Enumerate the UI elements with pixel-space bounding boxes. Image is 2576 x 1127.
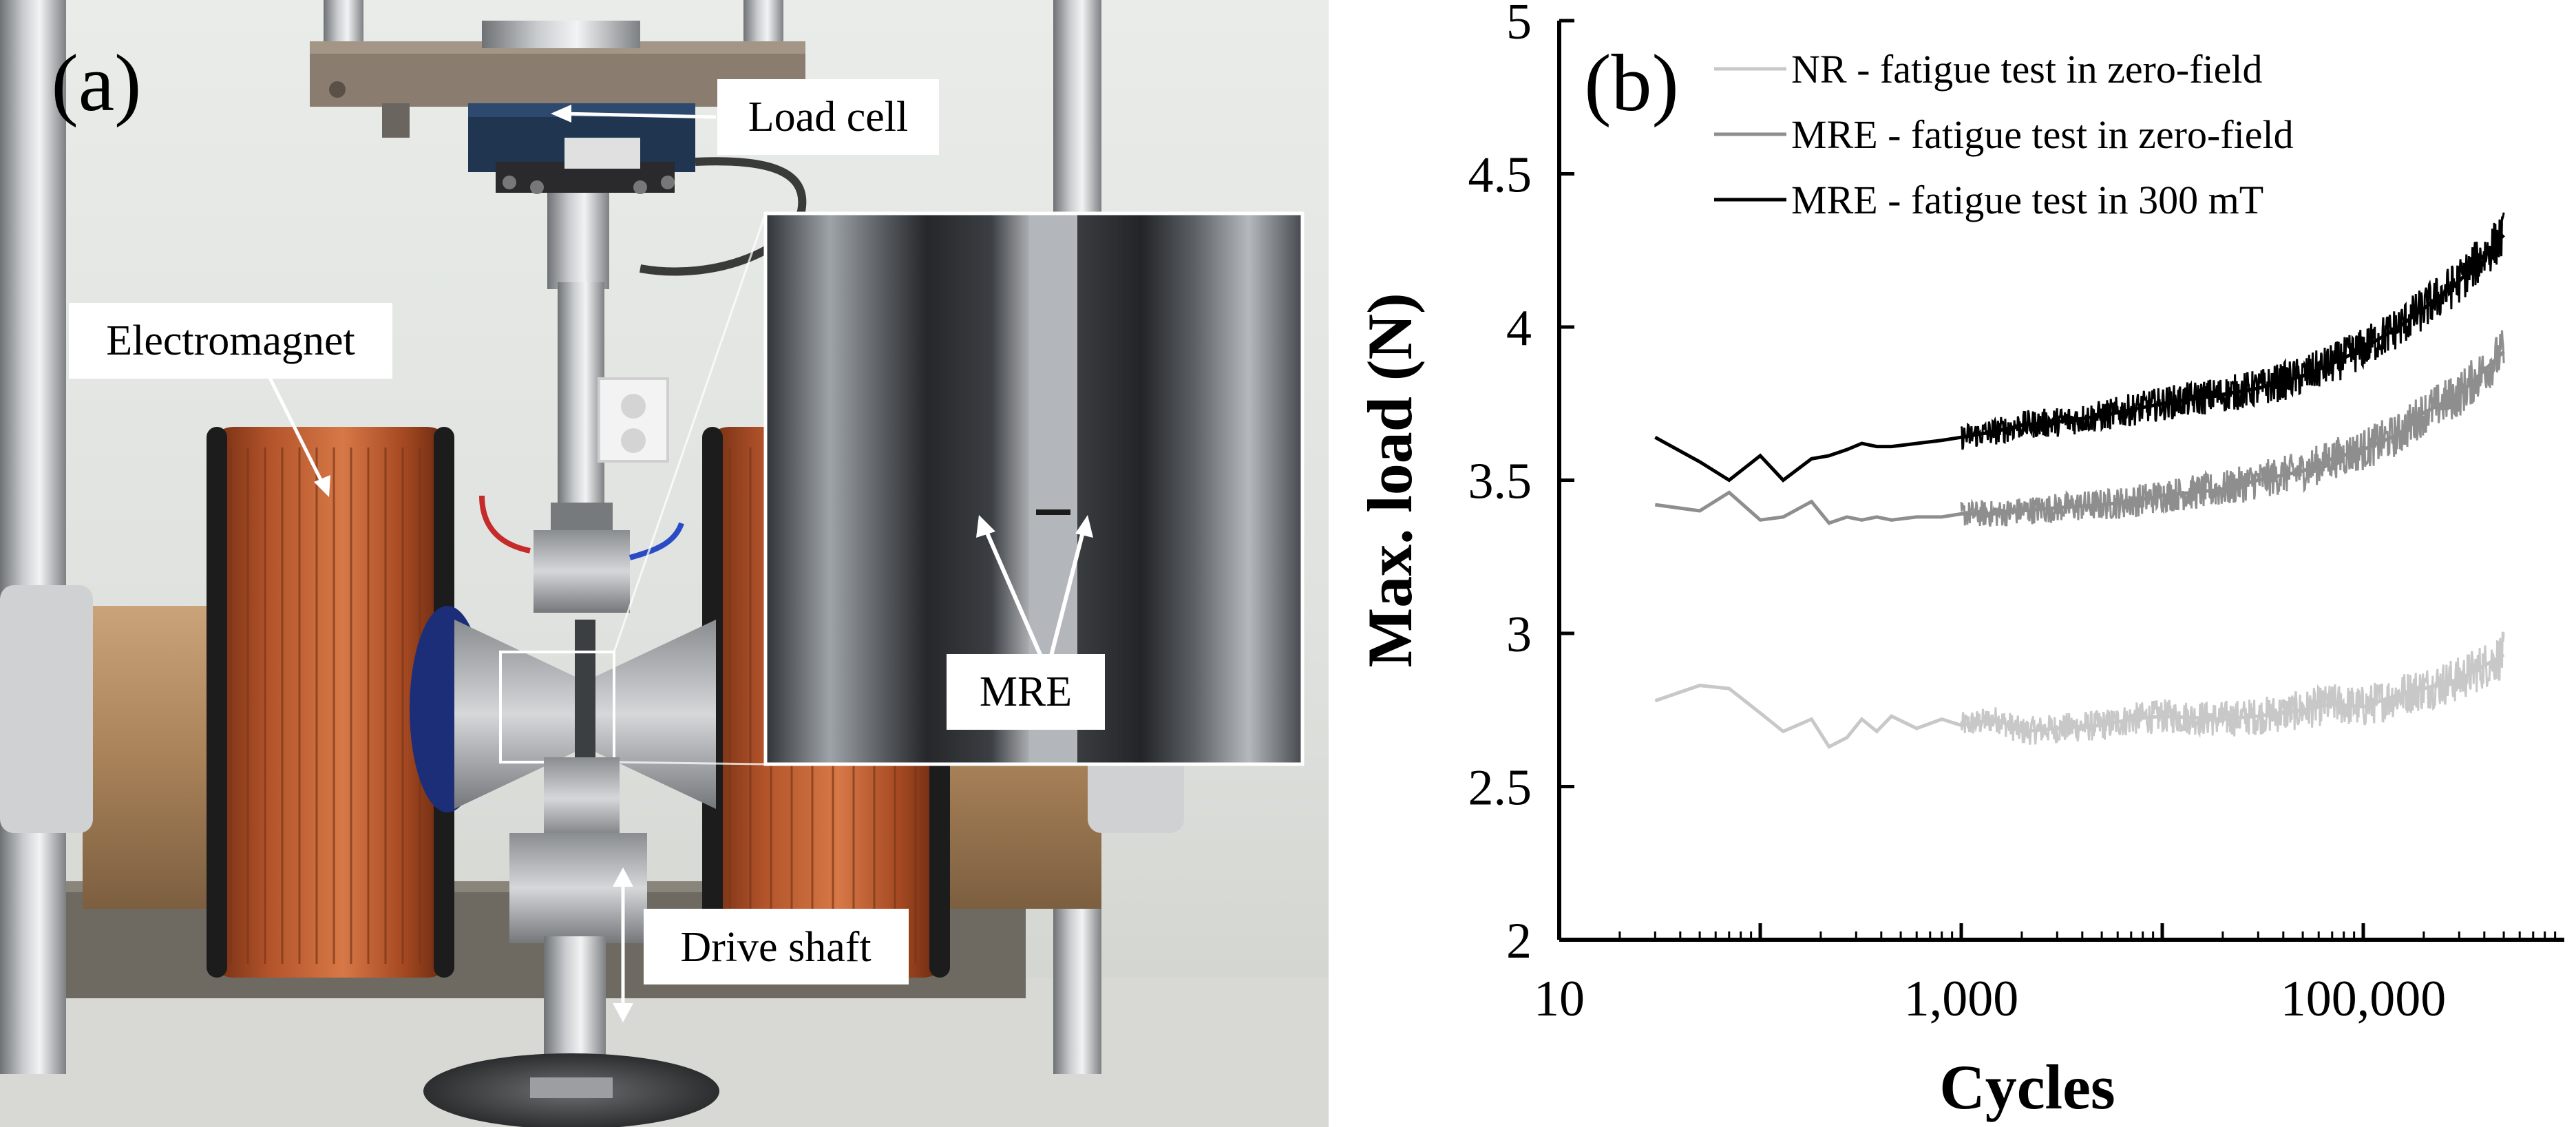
- y-tick-label: 3: [1506, 607, 1532, 663]
- y-tick-label: 2.5: [1468, 760, 1532, 817]
- y-tick-label: 2: [1506, 913, 1532, 969]
- x-tick-label: 10: [1534, 971, 1585, 1027]
- photo-panel: Load cell Electromagnet MRE Drive shaft …: [0, 0, 1329, 1127]
- x-axis-title: Cycles: [1939, 1052, 2115, 1122]
- x-tick-label: 1,000: [1904, 971, 2019, 1027]
- plot-area: [1654, 212, 2505, 749]
- y-axis-title: Max. load (N): [1355, 293, 1425, 667]
- series-noise-2: [1960, 330, 2505, 527]
- panel-a-label: (a): [52, 38, 142, 128]
- callout-drive-shaft: Drive shaft: [680, 924, 871, 971]
- callout-mre: MRE: [980, 668, 1072, 715]
- series-3: [1654, 212, 2505, 483]
- legend-label-3: MRE - fatigue test in 300 mT: [1791, 178, 2263, 222]
- y-tick-label: 5: [1506, 0, 1532, 50]
- legend-label-1: NR - fatigue test in zero-field: [1791, 47, 2262, 92]
- series-noise-1: [1960, 631, 2505, 745]
- series-noise-3: [1960, 212, 2505, 450]
- legend-label-2: MRE - fatigue test in zero-field: [1791, 112, 2294, 157]
- x-tick-label: 100,000: [2281, 971, 2447, 1027]
- callout-electromagnet: Electromagnet: [106, 317, 355, 364]
- callout-load-cell: Load cell: [748, 94, 908, 140]
- series-1: [1654, 631, 2505, 749]
- y-tick-label: 3.5: [1468, 454, 1532, 510]
- y-tick-label: 4: [1506, 300, 1532, 357]
- legend: NR - fatigue test in zero-field MRE - fat…: [1714, 47, 2294, 222]
- y-tick-label: 4.5: [1468, 147, 1532, 204]
- panel-b-label: (b): [1584, 38, 1679, 128]
- series-2: [1654, 330, 2505, 527]
- axes: 2 2.5 3 3.5 4 4.5 5 10 1,000 100,000 Cycles Max. lo…: [1355, 0, 2564, 1122]
- chart-panel: 2 2.5 3 3.5 4 4.5 5 10 1,000 100,000 Cycles Max. lo…: [1355, 0, 2564, 1122]
